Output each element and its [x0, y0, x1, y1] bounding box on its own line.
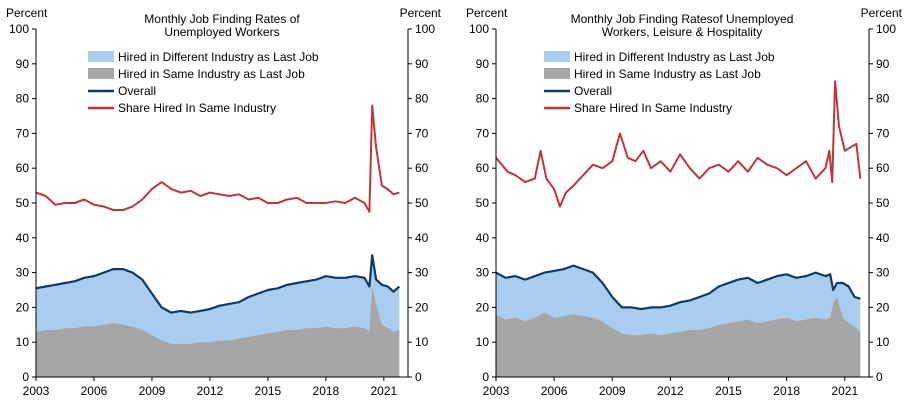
y-tick-label-left: 70 — [16, 126, 30, 140]
legend-swatch — [88, 51, 114, 62]
y-tick-label-right: 20 — [876, 300, 890, 314]
legend-swatch — [544, 51, 570, 62]
y-unit-label-left: Percent — [6, 6, 48, 20]
y-tick-label-left: 10 — [16, 335, 30, 349]
legend-label: Share Hired In Same Industry — [574, 101, 732, 115]
y-tick-label-right: 0 — [415, 370, 422, 384]
y-tick-label-right: 70 — [876, 126, 890, 140]
y-unit-label-right: Percent — [400, 6, 442, 20]
y-tick-label-left: 0 — [482, 370, 489, 384]
legend-label: Overall — [574, 84, 612, 98]
x-tick-label: 2009 — [599, 384, 626, 398]
y-tick-label-right: 0 — [876, 370, 883, 384]
y-tick-label-right: 80 — [415, 92, 429, 106]
y-tick-label-left: 50 — [16, 196, 30, 210]
area-same-industry — [496, 297, 861, 377]
y-tick-label-right: 30 — [876, 266, 890, 280]
y-tick-label-left: 20 — [476, 300, 490, 314]
x-tick-label: 2012 — [657, 384, 684, 398]
y-tick-label-right: 100 — [876, 22, 896, 36]
y-tick-label-right: 70 — [415, 126, 429, 140]
y-tick-label-right: 60 — [876, 161, 890, 175]
y-tick-label-left: 20 — [16, 300, 30, 314]
x-tick-label: 2006 — [541, 384, 568, 398]
y-tick-label-left: 50 — [476, 196, 490, 210]
chart-title: Unemployed Workers — [164, 25, 279, 39]
y-tick-label-left: 40 — [476, 231, 490, 245]
y-tick-label-left: 100 — [9, 22, 29, 36]
line-overall — [35, 254, 401, 314]
y-tick-label-right: 50 — [876, 196, 890, 210]
x-tick-label: 2021 — [370, 384, 397, 398]
x-tick-label: 2003 — [483, 384, 510, 398]
legend-label: Overall — [118, 84, 156, 98]
y-tick-label-left: 40 — [16, 231, 30, 245]
x-tick-label: 2006 — [81, 384, 108, 398]
y-tick-label-left: 70 — [476, 126, 490, 140]
y-tick-label-right: 90 — [415, 57, 429, 71]
y-tick-label-right: 10 — [415, 335, 429, 349]
x-tick-label: 2012 — [197, 384, 224, 398]
x-tick-label: 2003 — [23, 384, 50, 398]
legend-label: Hired in Same Industry as Last Job — [574, 67, 761, 81]
y-tick-label-left: 80 — [16, 92, 30, 106]
line-share — [495, 80, 862, 208]
line-overall — [495, 264, 861, 311]
x-tick-label: 2018 — [773, 384, 800, 398]
y-tick-label-right: 10 — [876, 335, 890, 349]
x-tick-label: 2015 — [255, 384, 282, 398]
legend-label: Hired in Different Industry as Last Job — [574, 50, 775, 64]
panel-right: 0 0 10 10 20 20 30 30 40 40 50 50 60 60 70 70 80 80 90 90 10… — [466, 6, 903, 398]
y-tick-label-right: 40 — [415, 231, 429, 245]
legend-label: Share Hired In Same Industry — [118, 101, 276, 115]
y-unit-label-right: Percent — [861, 6, 903, 20]
x-tick-label: 2018 — [313, 384, 340, 398]
y-unit-label-left: Percent — [466, 6, 508, 20]
y-tick-label-right: 50 — [415, 196, 429, 210]
x-tick-label: 2009 — [139, 384, 166, 398]
y-tick-label-left: 0 — [22, 370, 29, 384]
y-tick-label-left: 30 — [16, 266, 30, 280]
y-tick-label-right: 30 — [415, 266, 429, 280]
y-tick-label-left: 90 — [16, 57, 30, 71]
y-tick-label-left: 90 — [476, 57, 490, 71]
line-share — [35, 104, 400, 213]
x-tick-label: 2015 — [715, 384, 742, 398]
chart-title: Monthly Job Finding Rates of — [144, 12, 300, 26]
y-tick-label-right: 100 — [415, 22, 435, 36]
legend-label: Hired in Different Industry as Last Job — [118, 50, 319, 64]
x-tick-label: 2021 — [831, 384, 858, 398]
y-tick-label-left: 100 — [469, 22, 489, 36]
y-tick-label-left: 10 — [476, 335, 490, 349]
y-tick-label-right: 90 — [876, 57, 890, 71]
y-tick-label-right: 20 — [415, 300, 429, 314]
y-tick-label-left: 60 — [476, 161, 490, 175]
chart-title: Workers, Leisure & Hospitality — [602, 25, 763, 39]
legend-swatch — [88, 68, 114, 79]
legend-swatch — [544, 68, 570, 79]
y-tick-label-right: 40 — [876, 231, 890, 245]
y-tick-label-right: 60 — [415, 161, 429, 175]
area-same-industry — [36, 286, 400, 377]
y-tick-label-right: 80 — [876, 92, 890, 106]
panel-left: 0 0 10 10 20 20 30 30 40 40 50 50 60 60 70 70 80 80 90 90 10… — [6, 6, 442, 398]
chart-title: Monthly Job Finding Ratesof Unemployed — [571, 12, 794, 26]
y-tick-label-left: 60 — [16, 161, 30, 175]
legend-label: Hired in Same Industry as Last Job — [118, 67, 305, 81]
y-tick-label-left: 30 — [476, 266, 490, 280]
y-tick-label-left: 80 — [476, 92, 490, 106]
